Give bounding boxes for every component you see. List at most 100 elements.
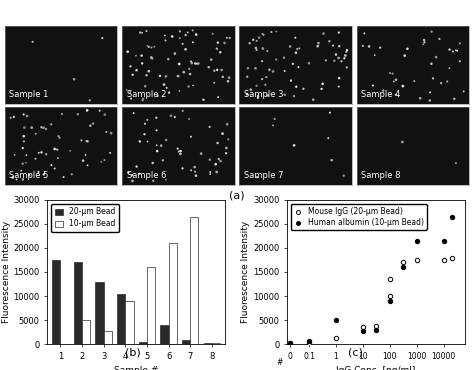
Point bbox=[123, 87, 131, 93]
Bar bbox=[95, 282, 104, 344]
Point bbox=[128, 178, 136, 184]
Point bbox=[452, 47, 460, 53]
Point bbox=[53, 147, 60, 152]
Point bbox=[96, 108, 103, 114]
Point bbox=[436, 36, 443, 42]
Point bbox=[217, 158, 224, 164]
Point bbox=[214, 40, 222, 46]
Point bbox=[269, 68, 277, 74]
Point bbox=[179, 41, 186, 47]
Point bbox=[446, 65, 453, 71]
Point bbox=[410, 78, 418, 84]
Point bbox=[180, 69, 188, 75]
Point bbox=[35, 169, 42, 175]
Point bbox=[83, 138, 91, 144]
Point bbox=[43, 151, 50, 157]
Point bbox=[149, 178, 157, 184]
Human albumin (10-μm Bead) bbox=[372, 327, 380, 333]
Point bbox=[428, 61, 435, 67]
Point bbox=[79, 158, 87, 164]
Point bbox=[124, 49, 131, 55]
Point bbox=[176, 28, 184, 34]
Point bbox=[286, 44, 294, 50]
Text: #: # bbox=[276, 358, 283, 367]
Point bbox=[259, 31, 266, 37]
Point bbox=[107, 130, 115, 136]
Point bbox=[162, 73, 170, 79]
Point bbox=[184, 30, 191, 36]
Legend: 20-μm Bead, 10-μm Bead: 20-μm Bead, 10-μm Bead bbox=[51, 204, 119, 232]
Point bbox=[18, 168, 25, 174]
Point bbox=[452, 160, 460, 166]
Point bbox=[432, 54, 440, 60]
Point bbox=[315, 40, 322, 46]
Text: (c): (c) bbox=[348, 347, 363, 357]
Mouse IgG (20-μm Bead) bbox=[448, 256, 456, 262]
Point bbox=[19, 145, 27, 151]
Point bbox=[264, 48, 271, 54]
Point bbox=[328, 157, 336, 163]
Point bbox=[379, 88, 387, 94]
Point bbox=[162, 37, 169, 43]
Point bbox=[141, 83, 149, 89]
Point bbox=[329, 43, 337, 48]
Human albumin (10-μm Bead) bbox=[332, 317, 340, 323]
Point bbox=[37, 124, 45, 130]
Point bbox=[215, 156, 222, 162]
Point bbox=[254, 93, 262, 99]
Point bbox=[200, 97, 207, 103]
Point bbox=[292, 50, 300, 56]
Point bbox=[89, 121, 97, 127]
Point bbox=[326, 38, 333, 44]
Point bbox=[392, 92, 400, 98]
Point bbox=[70, 76, 78, 82]
Point bbox=[223, 35, 231, 41]
Point bbox=[443, 78, 451, 84]
Point bbox=[456, 40, 464, 46]
Point bbox=[87, 123, 94, 129]
Point bbox=[145, 44, 153, 50]
Point bbox=[144, 117, 151, 123]
Point bbox=[191, 164, 199, 170]
Point bbox=[273, 57, 280, 63]
Point bbox=[420, 37, 428, 43]
Mouse IgG (20-μm Bead) bbox=[372, 323, 380, 329]
Text: Sample 3: Sample 3 bbox=[244, 90, 283, 99]
Point bbox=[290, 142, 298, 148]
Point bbox=[419, 41, 427, 47]
Point bbox=[32, 156, 39, 162]
Bar bbox=[182, 340, 190, 344]
Point bbox=[210, 68, 218, 74]
Point bbox=[222, 150, 230, 156]
Point bbox=[143, 28, 150, 34]
Point bbox=[287, 78, 295, 84]
Point bbox=[22, 160, 30, 166]
Point bbox=[322, 57, 329, 63]
Point bbox=[213, 46, 221, 52]
Point bbox=[192, 173, 200, 179]
Point bbox=[23, 113, 31, 119]
Point bbox=[127, 63, 134, 69]
Point bbox=[335, 55, 342, 61]
Point bbox=[206, 157, 214, 163]
Bar bbox=[204, 343, 212, 344]
Point bbox=[150, 44, 158, 50]
Point bbox=[209, 31, 217, 37]
Point bbox=[167, 113, 175, 119]
Point bbox=[86, 97, 93, 103]
Point bbox=[225, 75, 233, 81]
Point bbox=[254, 95, 262, 101]
Point bbox=[10, 114, 18, 120]
Point bbox=[332, 52, 340, 58]
Point bbox=[179, 108, 186, 114]
Point bbox=[265, 67, 273, 73]
Point bbox=[20, 125, 28, 131]
Point bbox=[460, 88, 467, 94]
Point bbox=[159, 157, 167, 163]
Point bbox=[454, 48, 461, 54]
Point bbox=[186, 71, 194, 77]
Point bbox=[189, 27, 197, 33]
Point bbox=[137, 30, 144, 36]
Point bbox=[386, 70, 394, 76]
Point bbox=[258, 76, 266, 82]
